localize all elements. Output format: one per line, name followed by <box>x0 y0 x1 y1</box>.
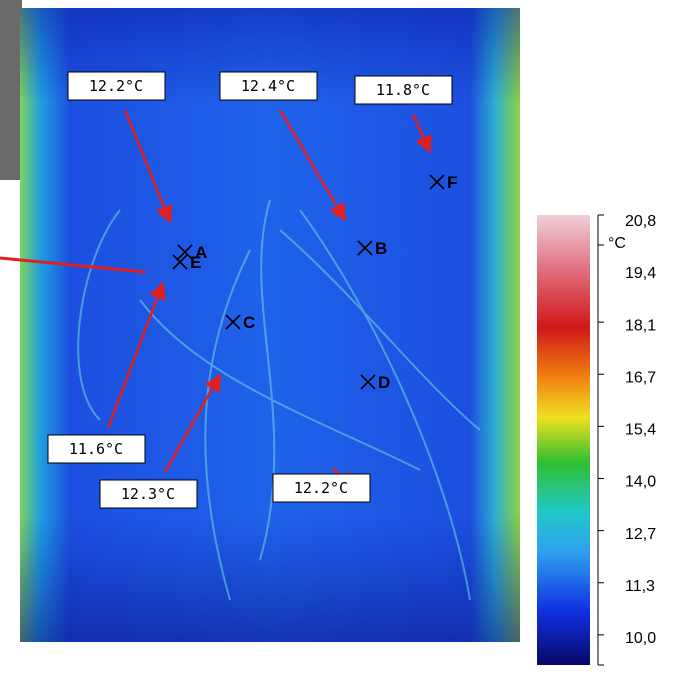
scale-label: 12,7 <box>625 526 656 543</box>
scale-label: 18,1 <box>625 317 656 334</box>
scale-label: 14,0 <box>625 474 656 491</box>
temp-label: 12.4°C <box>241 77 295 95</box>
scale-label: 16,7 <box>625 369 656 386</box>
thermal-screenshot: 12.2°CA12.4°CB11.8°CF11.6°CE12.3°CC12.2°… <box>0 0 700 677</box>
point-letter: F <box>447 173 457 192</box>
scale-label: 20,8 <box>625 213 656 230</box>
point-letter: B <box>375 239 387 258</box>
temp-label: 12.3°C <box>121 485 175 503</box>
temp-label: 11.8°C <box>376 81 430 99</box>
color-scale <box>537 215 590 665</box>
point-letter: E <box>190 253 201 272</box>
scale-label: 15,4 <box>625 422 656 439</box>
scale-label: 19,4 <box>625 265 656 282</box>
temp-label: 11.6°C <box>69 440 123 458</box>
temp-label: 12.2°C <box>294 479 348 497</box>
temp-label: 12.2°C <box>89 77 143 95</box>
point-letter: C <box>243 313 255 332</box>
inset-photo <box>0 0 22 180</box>
scale-label: 11,3 <box>625 578 655 595</box>
scale-label: 10,0 <box>625 630 656 647</box>
point-letter: D <box>378 373 390 392</box>
scale-unit: °C <box>608 235 626 252</box>
